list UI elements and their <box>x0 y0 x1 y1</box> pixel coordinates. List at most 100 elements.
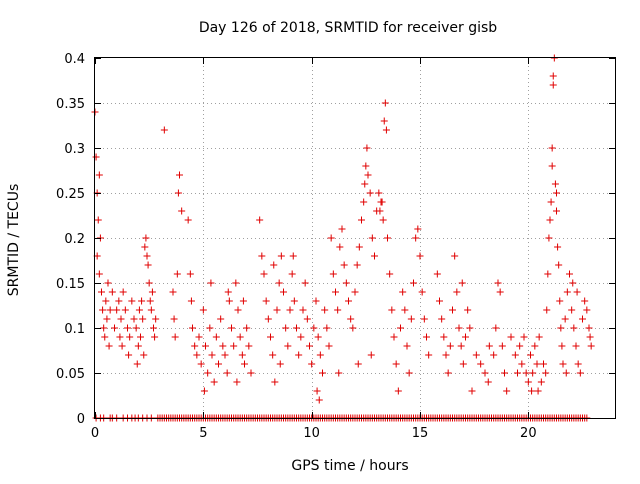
data-point <box>334 306 342 314</box>
data-point <box>381 99 389 107</box>
data-point <box>94 216 102 224</box>
data-point <box>288 270 296 278</box>
data-point <box>289 252 297 260</box>
data-point <box>145 279 153 287</box>
data-point <box>401 306 409 314</box>
data-point <box>223 369 231 377</box>
data-point <box>573 288 581 296</box>
y-axis-label: SRMTID / TECUs <box>6 184 22 297</box>
data-point <box>148 288 156 296</box>
data-point <box>186 270 194 278</box>
data-point <box>531 342 539 350</box>
y-tick-label: 0.4 <box>64 52 85 67</box>
data-point <box>342 279 350 287</box>
data-point <box>174 189 182 197</box>
data-point <box>534 387 542 395</box>
data-point <box>535 333 543 341</box>
data-point <box>95 171 103 179</box>
data-point <box>484 378 492 386</box>
x-tick-label: 15 <box>412 426 429 441</box>
data-point <box>260 270 268 278</box>
data-point <box>102 297 110 305</box>
data-point <box>546 216 554 224</box>
data-point <box>312 297 320 305</box>
data-point <box>329 270 337 278</box>
data-point <box>524 378 532 386</box>
data-point <box>184 216 192 224</box>
data-point <box>139 315 147 323</box>
data-point <box>453 288 461 296</box>
data-point <box>306 342 313 350</box>
data-point <box>544 270 552 278</box>
data-point <box>549 72 557 80</box>
data-point <box>485 342 493 350</box>
data-point <box>557 324 565 332</box>
data-point <box>319 369 326 377</box>
data-point <box>490 351 498 359</box>
data-point <box>234 306 242 314</box>
data-point <box>468 387 476 395</box>
data-point <box>354 360 362 368</box>
data-point <box>115 297 123 305</box>
data-point <box>545 234 553 242</box>
data-point <box>522 369 530 377</box>
data-point <box>362 162 370 170</box>
data-point <box>403 342 411 350</box>
data-point <box>207 279 215 287</box>
chart-title: Day 126 of 2018, SRMTID for receiver gis… <box>199 20 497 36</box>
data-point <box>368 234 376 242</box>
data-point <box>338 225 346 233</box>
data-point <box>121 306 129 314</box>
data-point <box>569 279 577 287</box>
data-point <box>95 270 103 278</box>
data-point <box>117 315 125 323</box>
data-point <box>378 198 386 206</box>
data-point <box>217 315 225 323</box>
data-point <box>277 252 285 260</box>
data-point <box>128 297 136 305</box>
data-point <box>494 279 502 287</box>
data-point <box>169 288 177 296</box>
data-point <box>371 252 378 260</box>
data-point <box>537 378 545 386</box>
x-tick-label: 0 <box>91 426 99 441</box>
data-point <box>105 342 113 350</box>
x-tick-labels: 0 5 10 15 20 <box>91 426 537 441</box>
data-point <box>111 324 118 332</box>
data-point <box>130 315 138 323</box>
data-point <box>135 306 143 314</box>
data-point <box>457 342 465 350</box>
data-point <box>466 324 474 332</box>
data-point <box>204 369 212 377</box>
data-point <box>336 243 344 251</box>
data-point <box>98 288 105 296</box>
data-point <box>236 333 244 341</box>
data-point <box>152 315 160 323</box>
data-point <box>314 333 322 341</box>
data-point <box>440 333 448 341</box>
data-point <box>394 387 402 395</box>
data-point <box>290 297 298 305</box>
data-point <box>392 360 400 368</box>
data-point <box>563 288 571 296</box>
data-point <box>208 351 216 359</box>
data-point <box>142 234 150 242</box>
data-point <box>295 351 303 359</box>
data-point <box>358 216 365 224</box>
data-point <box>386 270 394 278</box>
data-point <box>106 306 114 314</box>
data-point <box>138 297 146 305</box>
data-point <box>118 342 126 350</box>
data-point <box>100 324 108 332</box>
data-point <box>262 297 270 305</box>
data-point <box>347 315 355 323</box>
data-point <box>498 342 506 350</box>
data-point <box>576 369 584 377</box>
data-point <box>492 324 500 332</box>
data-point <box>585 324 593 332</box>
data-point <box>299 306 307 314</box>
data-point <box>228 324 235 332</box>
data-point <box>548 162 556 170</box>
data-point <box>332 288 339 296</box>
